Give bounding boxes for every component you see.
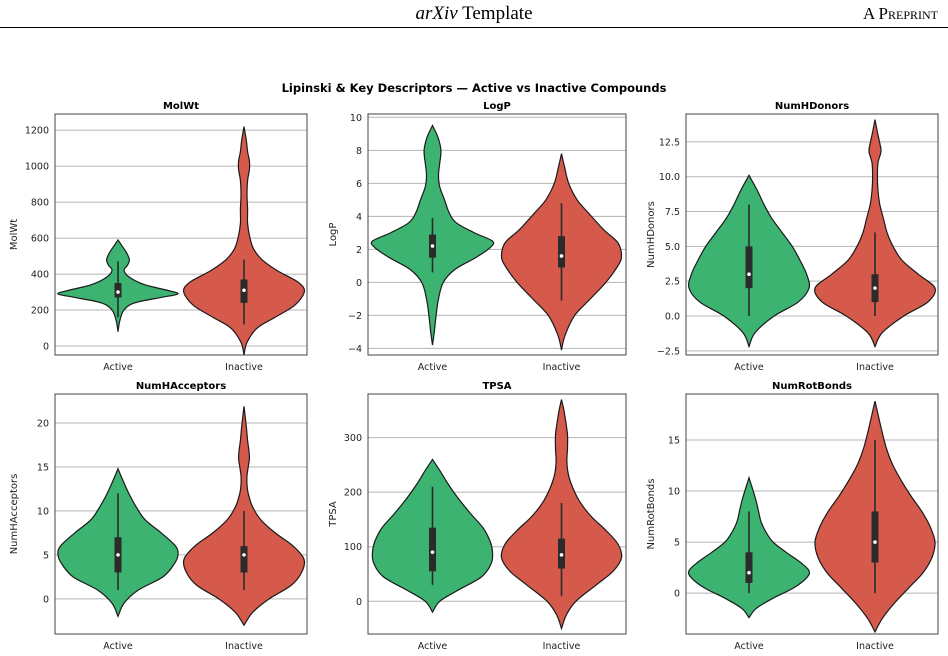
y-tick-label: 600 (31, 234, 49, 245)
x-tick-label-active: Active (103, 641, 133, 652)
x-tick-label-active: Active (734, 641, 764, 652)
y-tick-label: 8 (356, 146, 362, 157)
y-tick-label: −2 (348, 311, 362, 322)
iqr-box-active (745, 246, 753, 289)
figure-title: Lipinski & Key Descriptors — Active vs I… (282, 81, 667, 95)
y-tick-label: 0.0 (665, 311, 680, 322)
y-axis-label: NumHDonors (646, 201, 657, 268)
median-dot-active (747, 272, 751, 277)
x-tick-label-active: Active (418, 641, 448, 652)
median-dot-active (430, 550, 435, 554)
median-dot-inactive (242, 553, 246, 557)
y-tick-label: 10 (350, 113, 362, 124)
median-dot-active (116, 290, 120, 294)
x-tick-label-active: Active (418, 362, 448, 373)
panel-title: MolWt (163, 101, 199, 112)
running-header-title: arXiv Template (0, 3, 948, 25)
x-tick-label-inactive: Inactive (543, 641, 581, 652)
y-tick-label: 2 (356, 245, 362, 256)
y-tick-label: 7.5 (665, 207, 680, 218)
median-dot-active (747, 570, 751, 575)
iqr-box-active (745, 552, 753, 583)
header-title-rest: Template (457, 3, 533, 24)
panel-title: LogP (483, 101, 511, 112)
y-tick-label: 0 (43, 342, 49, 353)
y-tick-label: 12.5 (659, 137, 680, 148)
y-axis-label: TPSA (328, 501, 339, 528)
median-dot-inactive (873, 540, 877, 544)
y-tick-label: 15 (37, 462, 49, 473)
header-title-italic: arXiv (415, 3, 458, 24)
y-tick-label: 800 (31, 198, 49, 209)
y-tick-label: 200 (344, 488, 362, 499)
y-tick-label: 4 (356, 212, 362, 223)
axes-frame (367, 393, 627, 635)
y-tick-label: 1200 (25, 126, 49, 137)
y-tick-label: 10 (37, 506, 49, 517)
iqr-box-inactive (240, 546, 248, 573)
panel-molwt: 0 200 400 600 800 1000 1200 Active Inactive MolWt… (9, 101, 308, 373)
y-tick-label: 1000 (25, 162, 49, 173)
median-dot-inactive (559, 254, 564, 258)
y-tick-label: −2.5 (657, 346, 680, 357)
y-axis-label: MolWt (9, 219, 20, 250)
y-tick-label: −4 (348, 344, 362, 355)
panel-title: NumHDonors (775, 101, 849, 112)
panel-title: NumHAcceptors (136, 381, 226, 392)
panel-title: TPSA (482, 381, 511, 392)
y-tick-label: 5 (43, 550, 49, 561)
iqr-box-active (429, 527, 436, 572)
y-tick-label: 0 (43, 594, 49, 605)
y-tick-label: 0 (674, 589, 680, 600)
x-tick-label-inactive: Inactive (856, 362, 894, 373)
x-tick-label-inactive: Inactive (225, 641, 263, 652)
axes-frame (54, 393, 308, 635)
median-dot-active (430, 244, 435, 248)
median-dot-active (116, 553, 120, 557)
page-header: arXiv Template A Preprint (0, 0, 948, 40)
axes-frame (54, 113, 308, 356)
y-tick-label: 100 (344, 542, 362, 553)
y-tick-label: 20 (37, 419, 49, 430)
header-rule (0, 27, 948, 28)
axes-frame (367, 113, 627, 356)
y-tick-label: 400 (31, 270, 49, 281)
y-axis-label: LogP (328, 223, 339, 247)
y-tick-label: 10 (668, 487, 680, 498)
y-tick-label: 200 (31, 306, 49, 317)
x-tick-label-inactive: Inactive (225, 362, 263, 373)
x-tick-label-inactive: Inactive (543, 362, 581, 373)
median-dot-inactive (559, 553, 564, 557)
iqr-box-inactive (871, 511, 879, 563)
violin-inactive (182, 126, 306, 356)
panel-numhdonors: −2.5 0.0 2.5 5.0 7.5 10.0 12.5 Active Inactive Nu… (646, 101, 939, 373)
x-tick-label-active: Active (103, 362, 133, 373)
y-tick-label: 300 (344, 433, 362, 444)
axes-frame (685, 393, 939, 635)
y-axis-label: NumHAcceptors (9, 474, 20, 555)
iqr-box-inactive (558, 236, 565, 268)
panel-logp: −4 −2 0 2 4 6 8 10 Active Inactive LogP LogP (328, 101, 627, 373)
y-tick-label: 15 (668, 435, 680, 446)
y-tick-label: 2.5 (665, 277, 680, 288)
x-tick-label-active: Active (734, 362, 764, 373)
panel-numhacceptors: 0 5 10 15 20 Active Inactive NumHAcceptors NumHA… (9, 381, 308, 652)
median-dot-inactive (873, 286, 877, 290)
median-dot-inactive (242, 288, 246, 293)
panel-numrotbonds: 0 5 10 15 Active Inactive NumRotBonds NumRotBon… (646, 381, 939, 652)
axes-frame (685, 113, 939, 356)
x-tick-label-inactive: Inactive (856, 641, 894, 652)
y-tick-label: 0 (356, 597, 362, 608)
y-tick-label: 5.0 (665, 242, 680, 253)
panel-tpsa: 0 100 200 300 Active Inactive TPSA TPSA (328, 381, 627, 652)
y-axis-label: NumRotBonds (646, 479, 657, 550)
y-tick-label: 0 (356, 278, 362, 289)
panel-title: NumRotBonds (772, 381, 852, 392)
running-header-right: A Preprint (862, 4, 938, 23)
y-tick-label: 10.0 (659, 172, 680, 183)
y-tick-label: 6 (356, 179, 362, 190)
y-tick-label: 5 (674, 538, 680, 549)
